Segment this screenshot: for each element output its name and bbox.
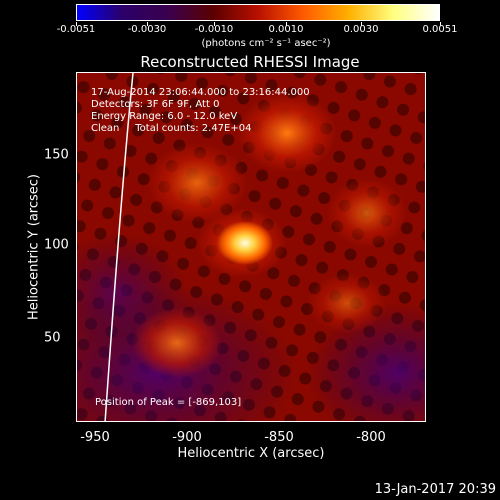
colorbar-tick-mark xyxy=(214,22,215,26)
colorbar-tick-mark xyxy=(286,22,287,26)
y-tick-label: 50 xyxy=(44,330,61,346)
colorbar-tick-label: 0.0030 xyxy=(343,24,379,35)
y-axis-label: Heliocentric Y (arcsec) xyxy=(26,174,42,320)
info-time-range: 17-Aug-2014 23:06:44.000 to 23:16:44.000 xyxy=(91,87,310,98)
x-tick-label: -900 xyxy=(172,430,202,445)
colorbar-tick-mark xyxy=(361,22,362,26)
info-energy-range: Energy Range: 6.0 - 12.0 keV xyxy=(91,111,238,122)
solar-limb xyxy=(104,73,134,421)
colorbar-tick-mark xyxy=(147,22,148,26)
info-detectors: Detectors: 3F 6F 9F, Att 0 xyxy=(91,99,220,110)
flare-source xyxy=(217,221,273,265)
plot-date: 13-Jan-2017 20:39 xyxy=(374,482,496,497)
colorbar-tick-label: 0.0010 xyxy=(268,24,304,35)
colorbar xyxy=(76,4,440,21)
colorbar-tick-label: -0.0030 xyxy=(127,24,167,35)
rhessi-image: 17-Aug-2014 23:06:44.000 to 23:16:44.000… xyxy=(76,72,426,422)
x-tick-label: -800 xyxy=(356,430,386,445)
image-title: Reconstructed RHESSI Image xyxy=(140,53,360,71)
colorbar-tick-label: 0.0051 xyxy=(422,24,458,35)
colorbar-tick-mark xyxy=(76,22,77,26)
colorbar-tick-mark xyxy=(440,22,441,26)
x-tick-label: -950 xyxy=(80,430,110,445)
colorbar-units: (photons cm⁻² s⁻¹ asec⁻²) xyxy=(201,38,331,49)
x-axis-label: Heliocentric X (arcsec) xyxy=(177,446,325,461)
colorbar-tick-label: -0.0010 xyxy=(194,24,234,35)
colorbar-tick-label: -0.0051 xyxy=(56,24,96,35)
info-peak-position: Position of Peak = [-869,103] xyxy=(95,397,242,408)
y-tick-label: 150 xyxy=(44,147,69,163)
y-tick-label: 100 xyxy=(44,237,69,253)
info-clean-counts: Clean Total counts: 2.47E+04 xyxy=(91,123,252,134)
x-tick-label: -850 xyxy=(264,430,294,445)
